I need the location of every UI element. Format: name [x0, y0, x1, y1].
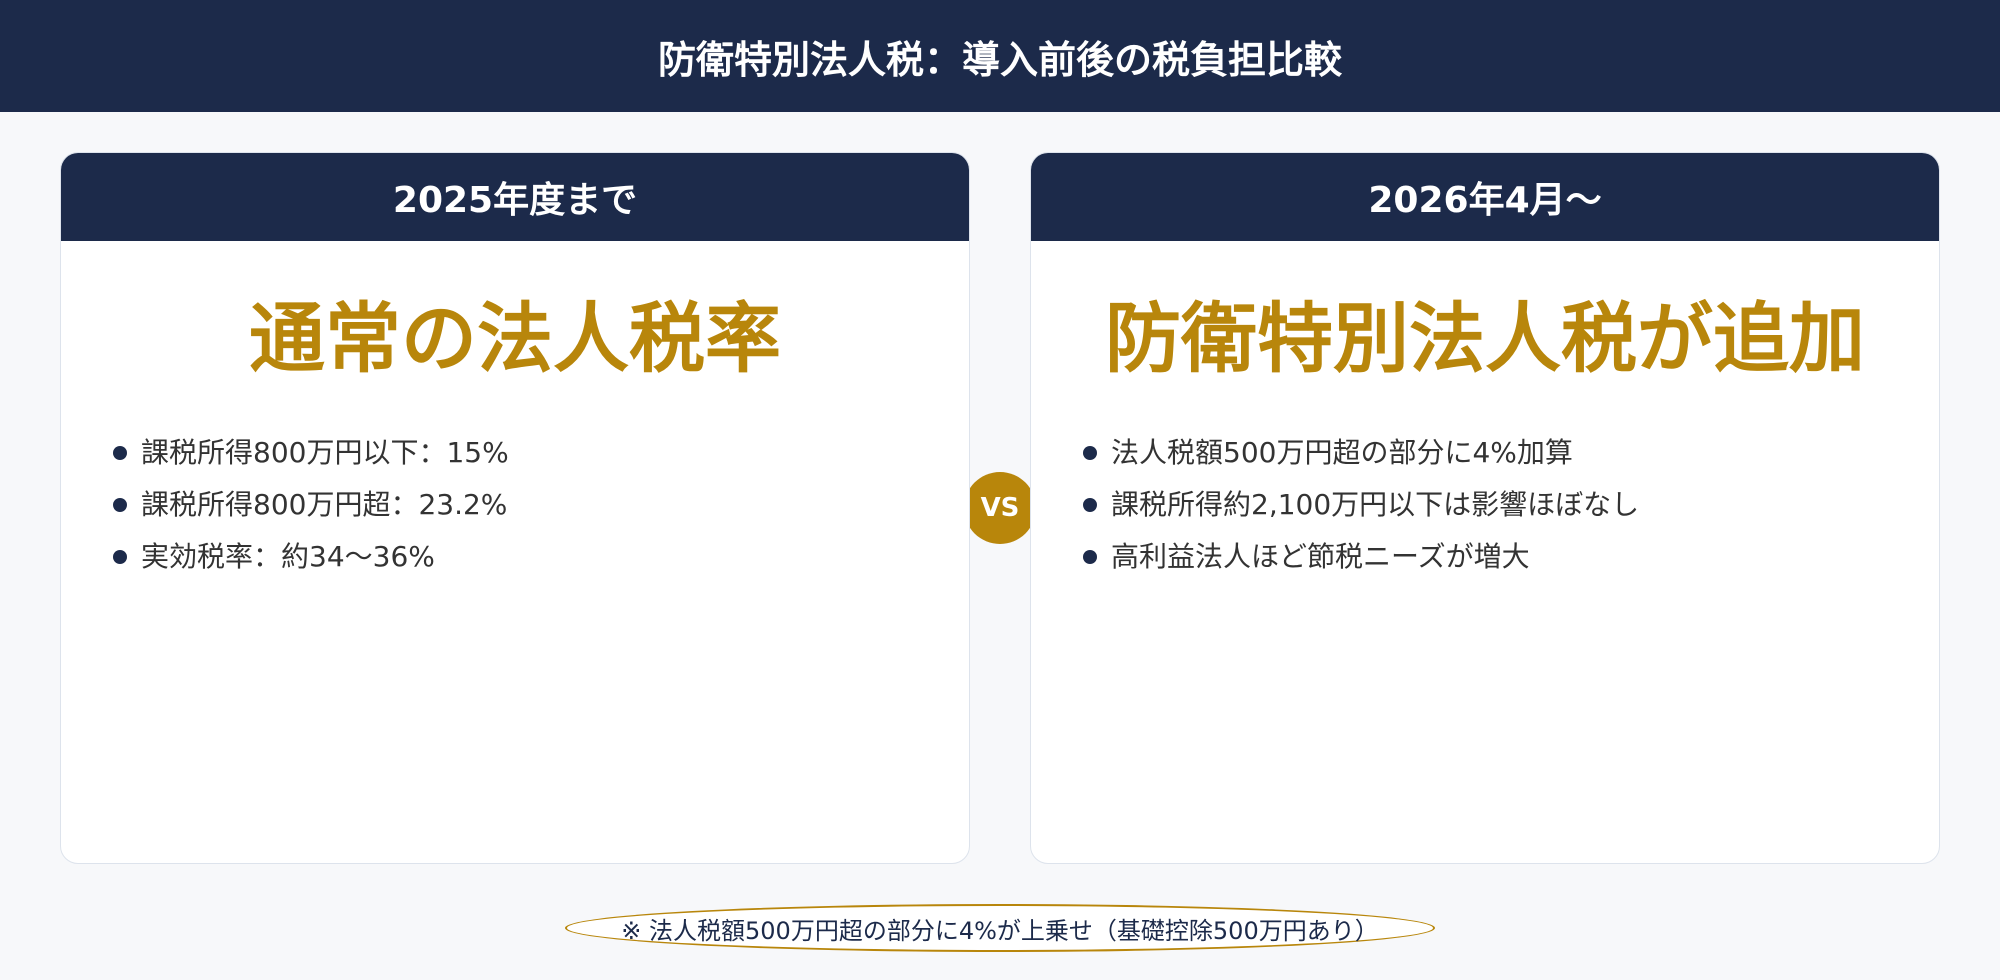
bullet-icon — [1083, 446, 1097, 460]
list-item: 実効税率：約34〜36% — [113, 531, 969, 583]
list-item: 法人税額500万円超の部分に4%加算 — [1083, 427, 1939, 479]
footnote: ※ 法人税額500万円超の部分に4%が上乗せ（基礎控除500万円あり） — [565, 904, 1435, 952]
list-item: 課税所得800万円超：23.2% — [113, 479, 969, 531]
list-item-text: 実効税率：約34〜36% — [141, 540, 435, 573]
bullet-icon — [113, 446, 127, 460]
page-title: 防衛特別法人税：導入前後の税負担比較 — [657, 37, 1342, 82]
list-item: 課税所得800万円以下：15% — [113, 427, 969, 479]
bullet-list: 課税所得800万円以下：15% 課税所得800万円超：23.2% 実効税率：約3… — [61, 427, 969, 583]
bullet-icon — [113, 498, 127, 512]
vs-badge: VS — [964, 472, 1036, 544]
list-item-text: 法人税額500万円超の部分に4%加算 — [1111, 436, 1573, 469]
title-bar: 防衛特別法人税：導入前後の税負担比較 — [0, 0, 2000, 112]
list-item-text: 課税所得800万円超：23.2% — [141, 488, 508, 521]
card-headline: 防衛特別法人税が追加 — [1105, 294, 1865, 383]
card-period: 2026年4月〜 — [1031, 153, 1939, 241]
bullet-list: 法人税額500万円超の部分に4%加算 課税所得約2,100万円以下は影響ほぼなし… — [1031, 427, 1939, 583]
card-headline: 通常の法人税率 — [249, 294, 781, 383]
card-after: 2026年4月〜 防衛特別法人税が追加 法人税額500万円超の部分に4%加算 課… — [1030, 152, 1940, 864]
list-item-text: 課税所得800万円以下：15% — [141, 436, 509, 469]
card-before: 2025年度まで 通常の法人税率 課税所得800万円以下：15% 課税所得800… — [60, 152, 970, 864]
card-period: 2025年度まで — [61, 153, 969, 241]
bullet-icon — [113, 550, 127, 564]
bullet-icon — [1083, 550, 1097, 564]
list-item-text: 課税所得約2,100万円以下は影響ほぼなし — [1111, 488, 1640, 521]
list-item-text: 高利益法人ほど節税ニーズが増大 — [1111, 540, 1530, 573]
list-item: 課税所得約2,100万円以下は影響ほぼなし — [1083, 479, 1939, 531]
list-item: 高利益法人ほど節税ニーズが増大 — [1083, 531, 1939, 583]
bullet-icon — [1083, 498, 1097, 512]
